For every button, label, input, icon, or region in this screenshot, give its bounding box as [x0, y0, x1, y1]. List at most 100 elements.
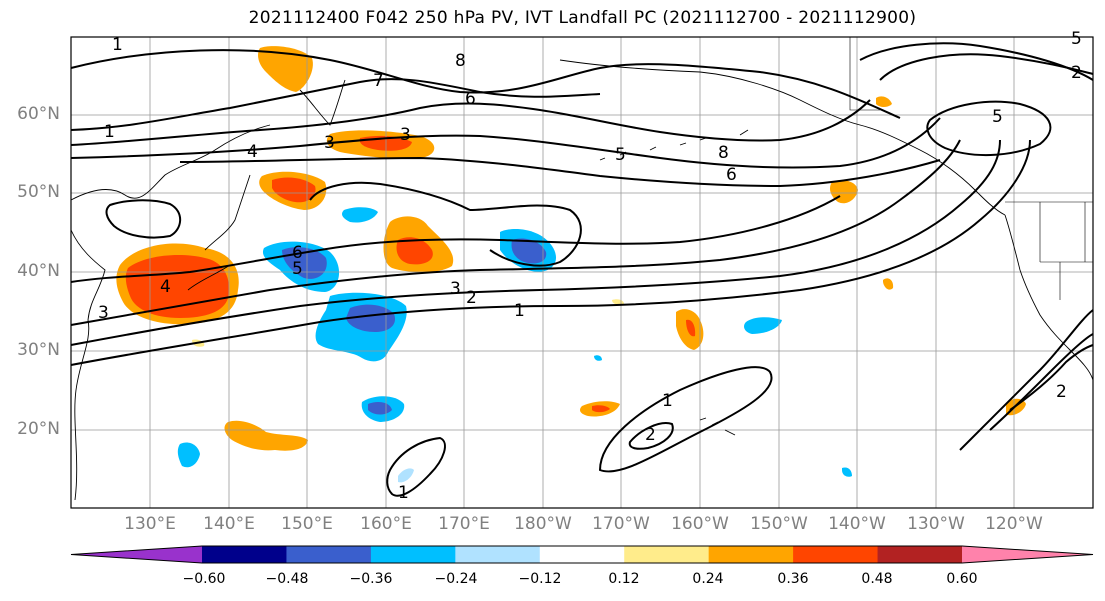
lon-label: 120°W [985, 514, 1043, 534]
colorbar-tick-label: −0.48 [265, 571, 309, 587]
colorbar-tick-label: −0.24 [434, 571, 478, 587]
contour-labels: 1 8 7 6 1 4 3 3 5 8 6 5 2 5 6 5 4 3 3 2 … [98, 29, 1082, 503]
contour-label: 2 [645, 425, 656, 445]
lon-label: 130°W [907, 514, 965, 534]
colorbar [70, 545, 1094, 564]
contour-label: 8 [718, 143, 729, 163]
colorbar-segment [793, 546, 879, 563]
contour-label: 3 [324, 133, 335, 153]
contour-label: 6 [465, 89, 476, 109]
anomaly-region [876, 96, 892, 107]
contour-line [70, 139, 961, 326]
contour-label: 2 [1071, 63, 1082, 83]
contour-line [105, 199, 182, 239]
lon-label: 130°E [124, 514, 176, 534]
political-borders [849, 37, 1093, 300]
border-us-states [1039, 202, 1093, 300]
anomaly-region [883, 278, 894, 290]
anomaly-region [346, 304, 396, 332]
anomaly-region [125, 255, 230, 318]
colorbar-tick-label: 0.48 [861, 571, 893, 587]
colorbar-tick-label: 0.36 [777, 571, 809, 587]
colorbar-segment [286, 546, 372, 563]
colorbar-segment [539, 546, 625, 563]
contour-label: 1 [514, 301, 525, 321]
contour-line [70, 117, 941, 169]
anomaly-region [842, 467, 852, 477]
colorbar-outline [70, 545, 1094, 564]
contour-label: 8 [455, 51, 466, 71]
contour-label: 2 [1056, 382, 1067, 402]
colorbar-tick-label: −0.12 [518, 571, 562, 587]
anomaly-region [592, 405, 610, 413]
colorbar-tick-label: 0.60 [946, 571, 978, 587]
contour-line [1009, 344, 1094, 411]
contour-label: 6 [292, 243, 303, 263]
colorbar-segment [708, 546, 794, 563]
contour-line [926, 100, 1052, 157]
contour-label: 1 [112, 35, 123, 55]
anomaly-region [177, 442, 200, 468]
contour-label: 2 [466, 288, 477, 308]
anomaly-region [342, 207, 378, 223]
anomaly-region [594, 355, 602, 361]
lon-label: 160°W [671, 514, 729, 534]
graticule [71, 37, 1093, 508]
contour-label: 7 [373, 71, 384, 91]
anomaly-region [224, 420, 308, 451]
lon-label: 170°E [438, 514, 490, 534]
colorbar-tick-label: 0.24 [692, 571, 724, 587]
contour-label: 1 [662, 391, 673, 411]
lon-label: 140°E [203, 514, 255, 534]
contour-label: 5 [292, 259, 303, 279]
contour-label: 4 [160, 277, 171, 297]
contour-label: 3 [450, 279, 461, 299]
anomaly-region [272, 177, 316, 203]
lon-label: 150°W [750, 514, 808, 534]
lon-label: 140°W [828, 514, 886, 534]
lat-label: 60°N [17, 104, 60, 124]
anomaly-region [511, 238, 547, 264]
anomaly-region [398, 468, 414, 483]
colorbar-extend-max [962, 546, 1093, 563]
ivt-contours [70, 42, 1094, 497]
colorbar-tick-label: −0.60 [182, 571, 226, 587]
lat-label: 40°N [17, 261, 60, 281]
lon-label: 150°E [281, 514, 333, 534]
colorbar-segment [455, 546, 541, 563]
contour-line [598, 366, 773, 473]
anomaly-region [686, 319, 696, 337]
contour-label: 5 [615, 145, 626, 165]
lon-label: 170°W [592, 514, 650, 534]
coastline-japan [187, 174, 251, 291]
lon-label: 160°E [360, 514, 412, 534]
colorbar-segment [877, 546, 963, 563]
contour-label: 5 [992, 107, 1003, 127]
map-title: 2021112400 F042 250 hPa PV, IVT Landfall… [248, 8, 917, 28]
anomaly-region [258, 46, 313, 92]
contour-label: 4 [247, 142, 258, 162]
contour-line [70, 139, 1001, 346]
colorbar-extend-min [71, 546, 202, 563]
map-frame [70, 36, 1094, 509]
contour-line [70, 139, 1031, 366]
contour-line [309, 181, 582, 267]
contour-label: 1 [104, 122, 115, 142]
contour-line [70, 78, 601, 131]
lon-label: 180°W [514, 514, 572, 534]
contour-line [628, 422, 674, 450]
contour-label: 3 [98, 303, 109, 323]
contour-line [70, 195, 841, 283]
contour-line [70, 99, 871, 146]
contour-line [989, 333, 1094, 431]
coastline-alaska [559, 59, 1006, 216]
contour-line [959, 309, 1094, 451]
coastline-asia [70, 124, 271, 501]
colorbar-tick-label: 0.12 [608, 571, 640, 587]
contour-label: 3 [400, 125, 411, 145]
lat-label: 30°N [17, 340, 60, 360]
colorbar-segment [370, 546, 456, 563]
contour-line [179, 156, 941, 188]
colorbar-tick-label: −0.36 [349, 571, 393, 587]
